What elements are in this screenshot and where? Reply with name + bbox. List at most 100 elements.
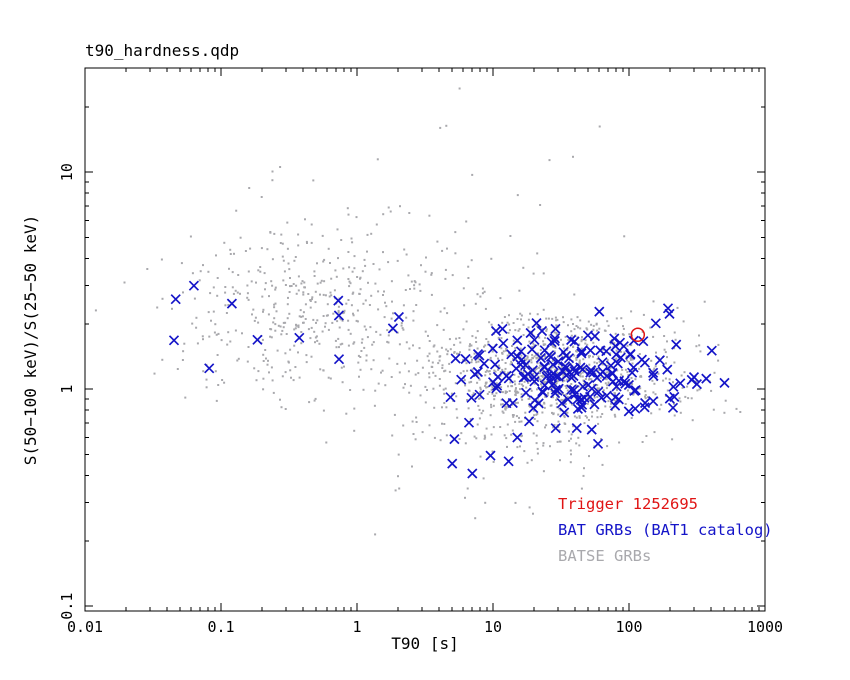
batse-grb-point <box>605 387 608 390</box>
batse-grb-point <box>438 359 441 362</box>
batse-grb-point <box>262 308 265 311</box>
batse-grb-point <box>695 380 697 383</box>
batse-grb-point <box>297 244 300 247</box>
bat-grb-point <box>586 383 598 394</box>
batse-grb-point <box>434 374 437 377</box>
batse-grb-point <box>566 396 569 399</box>
batse-grb-point <box>340 239 343 241</box>
batse-grb-point <box>446 247 448 250</box>
batse-grb-point <box>506 321 509 324</box>
batse-grb-point <box>532 409 535 412</box>
bat-grb-point <box>512 432 523 443</box>
batse-grb-point <box>207 270 210 273</box>
batse-grb-point <box>345 302 348 305</box>
batse-grb-point <box>581 366 584 369</box>
batse-grb-point <box>532 272 535 275</box>
batse-grb-point <box>505 347 508 350</box>
batse-grb-point <box>606 384 609 387</box>
bat-grb-point <box>478 358 490 369</box>
batse-grb-point <box>596 384 599 387</box>
batse-grb-point <box>372 263 375 265</box>
batse-grb-point <box>471 173 474 176</box>
batse-grb-point <box>581 336 583 339</box>
bat-grb-point <box>456 374 467 385</box>
bat-grb-point <box>648 370 659 382</box>
batse-grb-point <box>412 344 414 347</box>
batse-grb-point <box>497 336 500 339</box>
batse-grb-point <box>212 310 215 313</box>
batse-grb-point <box>578 416 581 419</box>
batse-grb-point <box>549 445 551 448</box>
bat-grb-point <box>601 390 612 401</box>
batse-grb-point <box>315 335 318 338</box>
batse-grb-point <box>492 426 495 429</box>
batse-grb-point <box>316 262 318 265</box>
batse-grb-point <box>362 388 365 391</box>
batse-grb-point <box>541 328 544 331</box>
batse-grb-point <box>403 248 406 251</box>
batse-grb-point <box>458 337 461 339</box>
batse-grb-point <box>371 343 374 346</box>
batse-grb-point <box>315 321 317 324</box>
batse-grb-point <box>567 430 570 433</box>
batse-grb-point <box>292 379 295 382</box>
bat-grb-point <box>615 352 626 363</box>
bat-grb-point <box>671 339 682 350</box>
batse-grb-point <box>686 385 689 388</box>
batse-grb-point <box>350 304 353 307</box>
batse-grb-point <box>518 420 521 423</box>
batse-grb-point <box>658 408 661 411</box>
batse-grb-point <box>527 382 530 384</box>
batse-grb-point <box>425 256 427 259</box>
batse-grb-point <box>566 411 569 414</box>
batse-grb-point <box>183 342 186 345</box>
batse-grb-point <box>624 368 627 371</box>
batse-grb-point <box>530 374 533 377</box>
batse-grb-point <box>381 369 384 372</box>
bat-grb-point <box>591 372 603 384</box>
bat-grb-point <box>523 416 535 427</box>
batse-grb-point <box>486 392 489 395</box>
batse-grb-point <box>215 333 218 336</box>
bat-grb-point <box>204 363 215 374</box>
batse-grb-point <box>366 336 369 339</box>
batse-grb-point <box>674 338 677 341</box>
batse-grb-point <box>479 391 482 393</box>
batse-grb-point <box>602 348 605 351</box>
batse-grb-point <box>404 362 406 365</box>
batse-grb-point <box>337 257 339 260</box>
batse-grb-point <box>536 397 539 400</box>
bat-grb-point <box>568 384 580 396</box>
batse-grb-point <box>379 333 382 336</box>
batse-grb-point <box>530 389 533 392</box>
batse-grb-point <box>568 439 571 442</box>
batse-grb-point <box>436 324 439 327</box>
batse-grb-point <box>543 406 546 409</box>
batse-grb-point <box>359 288 362 291</box>
batse-grb-point <box>225 312 228 314</box>
batse-grb-point <box>349 389 352 391</box>
batse-grb-point <box>631 358 634 361</box>
bat-grb-point <box>449 433 460 445</box>
batse-grb-point <box>525 358 528 361</box>
batse-grb-point <box>547 392 550 395</box>
batse-grb-point <box>191 322 194 325</box>
batse-grb-point <box>483 290 486 293</box>
batse-grb-point <box>430 365 433 368</box>
batse-grb-point <box>383 290 385 293</box>
batse-grb-point <box>297 351 299 354</box>
batse-grb-point <box>350 237 353 240</box>
batse-grb-point <box>531 356 534 359</box>
batse-grb-point <box>363 346 366 349</box>
batse-grb-point <box>652 335 655 338</box>
batse-grb-point <box>497 357 499 360</box>
batse-grb-point <box>282 321 285 324</box>
batse-grb-point <box>262 310 264 313</box>
batse-grb-point <box>522 371 525 374</box>
batse-grb-point <box>630 377 633 379</box>
bat-grb-point <box>463 417 475 428</box>
bat-grb-point <box>664 308 675 320</box>
batse-grb-point <box>260 247 263 250</box>
batse-grb-point <box>628 333 631 336</box>
batse-grb-point <box>521 434 523 437</box>
